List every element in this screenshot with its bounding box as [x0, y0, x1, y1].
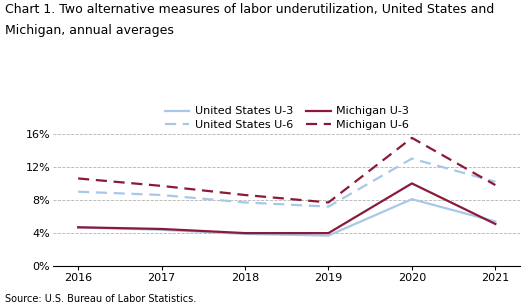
Text: Chart 1. Two alternative measures of labor underutilization, United States and: Chart 1. Two alternative measures of lab…: [5, 3, 494, 16]
Legend: United States U-3, United States U-6, Michigan U-3, Michigan U-6: United States U-3, United States U-6, Mi…: [160, 102, 414, 134]
Text: Michigan, annual averages: Michigan, annual averages: [5, 24, 174, 37]
Text: Source: U.S. Bureau of Labor Statistics.: Source: U.S. Bureau of Labor Statistics.: [5, 294, 196, 304]
